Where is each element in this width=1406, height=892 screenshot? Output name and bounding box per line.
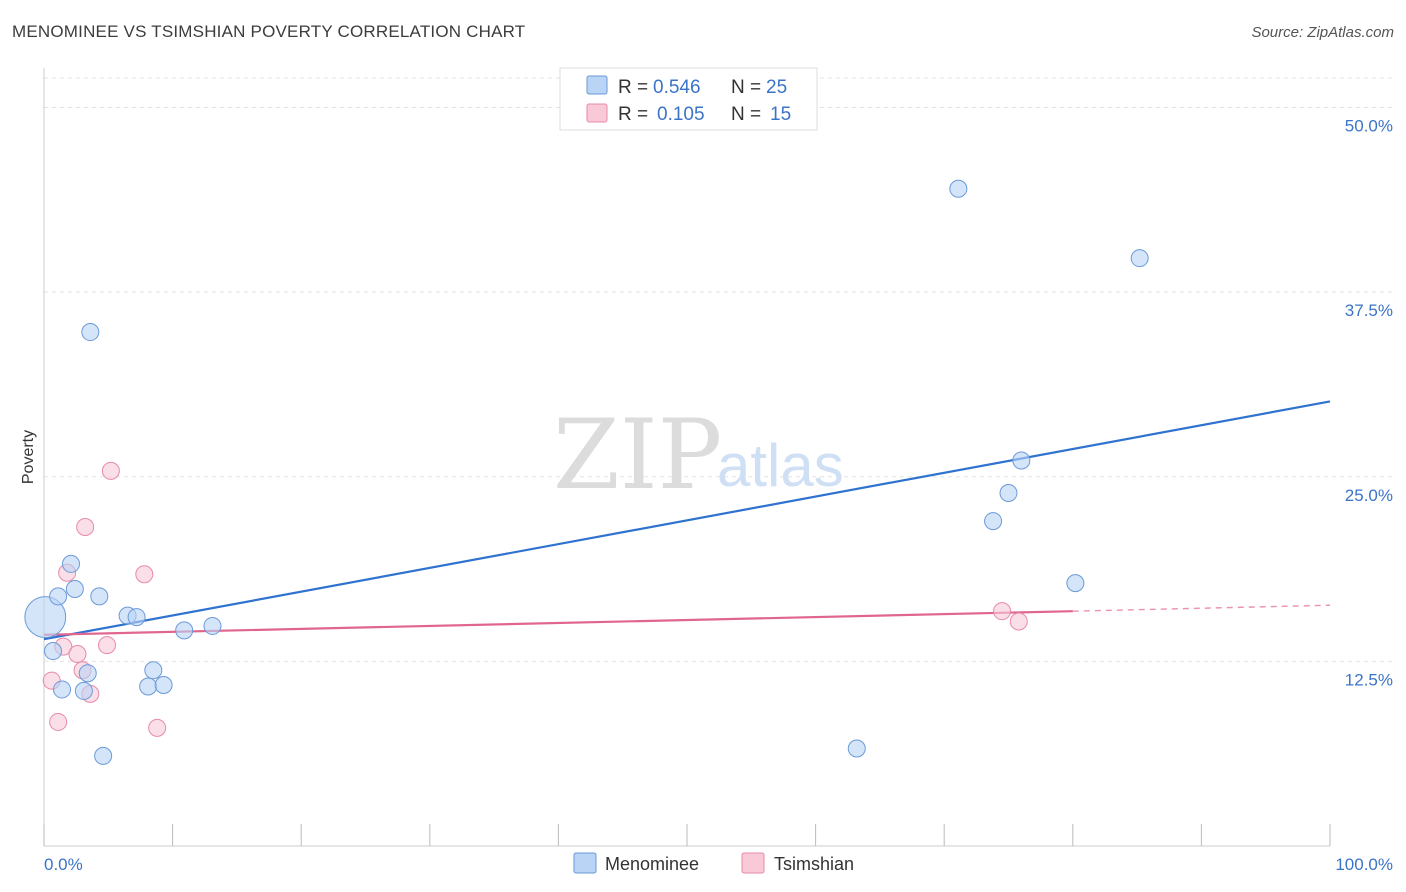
- legend: R = 0.546 N = 25 R = 0.105 N = 15: [559, 67, 818, 131]
- point-menominee-12: [127, 608, 146, 627]
- watermark-zip: ZIP: [553, 399, 722, 511]
- point-menominee-14: [144, 661, 163, 680]
- bottom-legend-swatch-tsimshian: [741, 852, 765, 874]
- point-menominee-5: [65, 580, 84, 599]
- point-menominee-7: [78, 664, 97, 683]
- watermark: ZIP atlas: [553, 399, 844, 511]
- point-tsimshian-13: [1009, 612, 1028, 631]
- point-menominee-18: [847, 739, 866, 758]
- y-tick-label-1: 25.0%: [1345, 486, 1393, 505]
- trend-line-tsimshian: [43, 610, 1073, 636]
- y-tick-label-3: 50.0%: [1345, 117, 1393, 136]
- point-menominee-22: [1012, 451, 1031, 470]
- bottom-legend-label-tsimshian: Tsimshian: [774, 854, 854, 874]
- source-credit: Source: ZipAtlas.com: [1251, 24, 1394, 41]
- legend-n-value-menominee: 25: [766, 77, 787, 98]
- bottom-legend-label-menominee: Menominee: [605, 854, 699, 874]
- point-menominee-13: [139, 677, 158, 696]
- legend-swatch-tsimshian: [586, 103, 608, 123]
- point-menominee-24: [1130, 249, 1149, 268]
- point-tsimshian-10: [135, 565, 154, 584]
- point-menominee-17: [203, 616, 222, 635]
- legend-r-value-tsimshian: 0.105: [657, 104, 705, 125]
- point-menominee-6: [74, 681, 93, 700]
- watermark-atlas: atlas: [717, 432, 844, 499]
- point-menominee-20: [984, 512, 1003, 531]
- point-menominee-4: [62, 554, 81, 573]
- trend-line-menominee: [43, 400, 1331, 641]
- legend-r-label-menominee: R =: [618, 77, 648, 98]
- point-menominee-16: [175, 621, 194, 640]
- legend-r-label-tsimshian: R =: [618, 104, 648, 125]
- point-menominee-21: [999, 484, 1018, 503]
- bottom-legend: Menominee Tsimshian: [573, 852, 854, 874]
- point-menominee-10: [94, 746, 113, 765]
- y-tick-labels: 12.5% 25.0% 37.5% 50.0%: [1345, 117, 1393, 690]
- point-menominee-2: [49, 587, 68, 606]
- point-tsimshian-8: [98, 636, 117, 655]
- point-tsimshian-6: [76, 517, 95, 536]
- x-tick-label-max: 100.0%: [1335, 855, 1393, 874]
- y-tick-label-0: 12.5%: [1345, 670, 1393, 689]
- y-tick-label-2: 37.5%: [1345, 301, 1393, 320]
- legend-r-value-menominee: 0.546: [653, 77, 701, 98]
- legend-n-label-menominee: N =: [731, 77, 761, 98]
- grid-lines: [44, 77, 1393, 662]
- x-tick-label-min: 0.0%: [44, 855, 83, 874]
- point-tsimshian-4: [68, 645, 87, 663]
- point-menominee-8: [81, 323, 100, 342]
- point-menominee-3: [53, 680, 72, 699]
- chart-title: MENOMINEE VS TSIMSHIAN POVERTY CORRELATI…: [12, 22, 526, 41]
- data-points: [24, 179, 1149, 765]
- point-tsimshian-9: [101, 461, 120, 480]
- y-axis-label: Poverty: [20, 430, 37, 484]
- trend-line-tsimshian-extension: [1072, 604, 1331, 612]
- point-tsimshian-12: [993, 602, 1012, 621]
- bottom-legend-swatch-menominee: [573, 852, 597, 874]
- point-menominee-1: [44, 642, 63, 661]
- axes: [43, 68, 1331, 847]
- point-menominee-19: [949, 179, 968, 198]
- legend-swatch-menominee: [586, 75, 608, 95]
- point-tsimshian-11: [148, 718, 167, 737]
- point-menominee-0: [24, 596, 67, 638]
- point-tsimshian-1: [49, 712, 68, 731]
- point-menominee-23: [1066, 574, 1085, 593]
- legend-n-label-tsimshian: N =: [731, 104, 761, 125]
- point-menominee-9: [90, 587, 109, 606]
- legend-n-value-tsimshian: 15: [770, 104, 791, 125]
- point-menominee-15: [154, 676, 173, 695]
